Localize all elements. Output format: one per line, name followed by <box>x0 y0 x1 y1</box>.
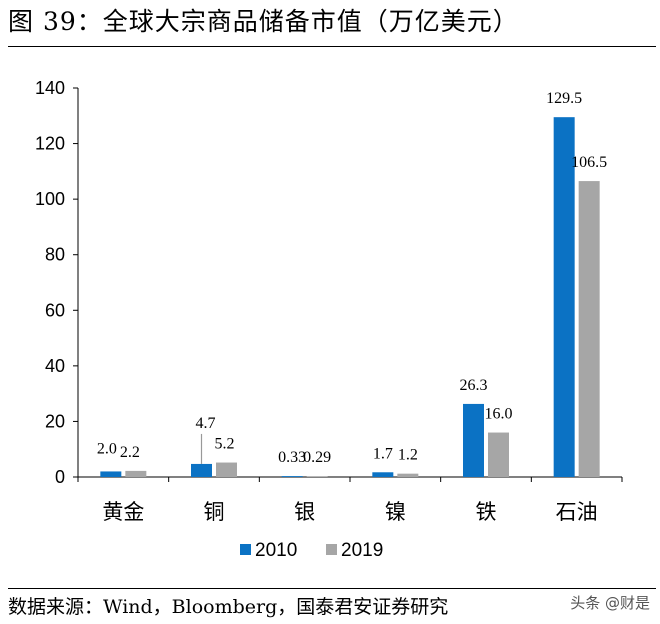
data-label: 1.7 <box>373 445 393 462</box>
data-label: 129.5 <box>546 90 582 107</box>
data-label: 106.5 <box>571 154 607 171</box>
legend-swatch-2010 <box>240 544 251 555</box>
y-tick-label: 60 <box>45 300 65 320</box>
y-tick-label: 80 <box>45 245 65 265</box>
category-label: 铜 <box>204 500 225 524</box>
bar-2019-0 <box>125 470 147 477</box>
category-label: 银 <box>294 500 315 524</box>
bar-2010-1 <box>191 463 212 477</box>
title-rule <box>8 46 656 47</box>
data-label: 16.0 <box>485 406 513 423</box>
bar-chart: 0 20 40 60 80 100 120 140 黄金 铜 银 镍 铁 石油 2.0 4.7 0.33 1.7 2… <box>35 78 623 561</box>
category-label: 黄金 <box>102 500 144 524</box>
bar-2019-5 <box>578 181 600 477</box>
data-label: 2.2 <box>120 444 140 461</box>
y-tick-label: 100 <box>35 189 65 209</box>
bar-2010-4 <box>463 403 484 477</box>
figure-title: 图 39：全球大宗商品储备市值（万亿美元） <box>8 7 519 36</box>
bar-2019-3 <box>397 473 419 477</box>
y-tick-label: 140 <box>35 78 65 98</box>
bar-2019-4 <box>488 432 509 477</box>
y-tick-label: 40 <box>45 356 65 376</box>
source-note: 数据来源：Wind，Bloomberg，国泰君安证券研究 <box>8 596 449 618</box>
bar-2010-0 <box>100 471 122 477</box>
data-label: 26.3 <box>460 377 488 394</box>
category-label: 镍 <box>385 500 406 524</box>
watermark: 头条 @财是 <box>570 594 650 612</box>
source-rule <box>8 588 656 589</box>
bar-2010-5 <box>553 117 575 478</box>
data-label: 0.33 <box>278 449 306 466</box>
legend-label-2010: 2010 <box>255 540 297 561</box>
data-label: 0.29 <box>303 449 331 466</box>
data-label: 4.7 <box>196 415 216 432</box>
bar-2010-2 <box>281 476 303 477</box>
legend-swatch-2019 <box>326 544 337 555</box>
bar-2010-3 <box>372 472 394 477</box>
data-label: 1.2 <box>398 447 418 464</box>
category-label: 石油 <box>556 500 598 524</box>
bar-2019-1 <box>216 462 237 477</box>
y-tick-label: 0 <box>55 467 65 487</box>
bar-2019-2 <box>306 476 328 477</box>
data-label: 2.0 <box>97 440 117 457</box>
legend-label-2019: 2019 <box>341 540 383 561</box>
y-tick-label: 120 <box>35 134 65 154</box>
y-tick-label: 20 <box>45 411 65 431</box>
category-label: 铁 <box>476 500 497 524</box>
data-label: 5.2 <box>215 436 235 453</box>
